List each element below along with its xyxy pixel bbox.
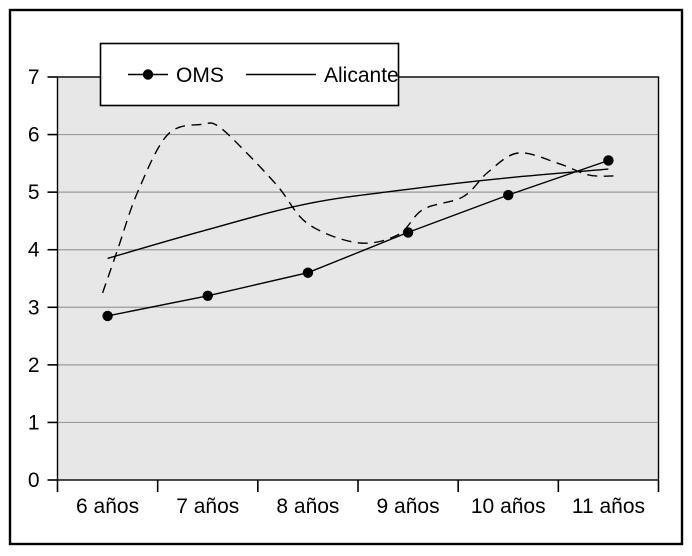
legend-label-oms: OMS [176, 64, 224, 87]
plot-area [57, 77, 659, 480]
series-oms-marker [402, 227, 414, 238]
y-tick-label: 0 [28, 469, 40, 492]
series-alicante-line [107, 168, 609, 260]
legend-label-alicante: Alicante [324, 64, 399, 87]
series-oms-line [107, 159, 609, 317]
y-tick-label: 4 [28, 239, 40, 262]
series-unlabeled-dashed-line [101, 122, 614, 294]
series-oms-marker [302, 267, 314, 278]
y-tick-label: 6 [28, 124, 40, 147]
series-oms-marker [102, 310, 113, 322]
series-oms-marker [202, 290, 213, 301]
x-tick-label: 6 años [76, 495, 139, 518]
series-oms-marker [503, 189, 514, 201]
x-tick-label: 11 años [572, 495, 645, 518]
x-tick-label: 8 años [276, 495, 339, 518]
y-tick-label: 2 [28, 354, 40, 377]
x-tick-label: 9 años [377, 495, 440, 518]
y-tick-label: 7 [28, 66, 40, 89]
y-tick-label: 3 [28, 296, 40, 319]
series-oms-marker [603, 155, 614, 166]
x-tick-label: 10 años [471, 495, 546, 518]
x-tick-label: 7 años [176, 495, 239, 518]
y-tick-label: 5 [28, 181, 40, 204]
legend-marker-oms [142, 69, 154, 80]
y-tick-label: 1 [28, 411, 40, 434]
